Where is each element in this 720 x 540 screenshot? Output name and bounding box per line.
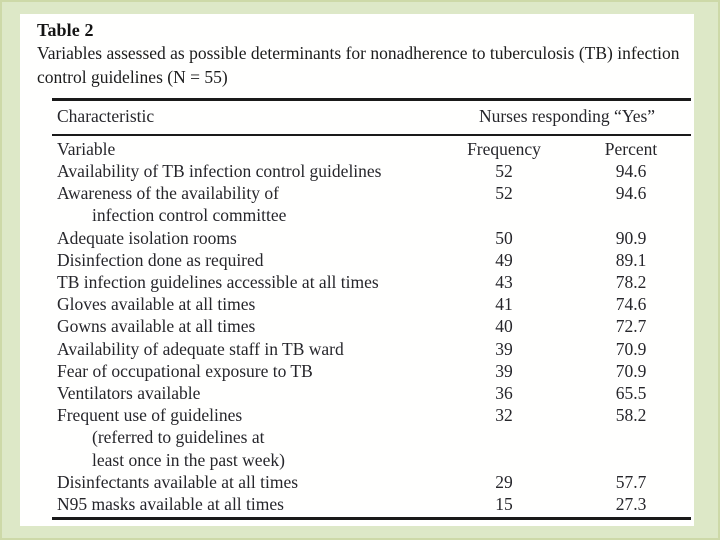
percent-cell: 94.6 bbox=[615, 183, 647, 204]
percent-cell: 70.9 bbox=[615, 360, 647, 381]
percent-cell: 89.1 bbox=[615, 249, 647, 270]
table-row: Adequate isolation rooms 50 90.9 bbox=[52, 227, 691, 249]
percent-cell: 65.5 bbox=[615, 383, 647, 404]
characteristic-cell: Frequent use of guidelines (referred to … bbox=[52, 404, 449, 471]
table-row: Disinfection done as required 49 89.1 bbox=[52, 249, 691, 271]
percent-cell: 57.7 bbox=[615, 471, 647, 492]
table-row: TB infection guidelines accessible at al… bbox=[52, 271, 691, 293]
frequency-cell: 15 bbox=[495, 494, 513, 515]
characteristic-cell: TB infection guidelines accessible at al… bbox=[57, 272, 379, 293]
characteristic-cell: N95 masks available at all times bbox=[57, 494, 284, 515]
frequency-cell: 49 bbox=[495, 249, 513, 270]
frequency-cell: 39 bbox=[495, 338, 513, 359]
frequency-cell: 40 bbox=[495, 316, 513, 337]
characteristic-cell: Fear of occupational exposure to TB bbox=[57, 360, 313, 381]
percent-cell: 58.2 bbox=[615, 405, 647, 426]
table-subheader-row: Variable Frequency Percent bbox=[52, 136, 691, 160]
percent-cell: 74.6 bbox=[615, 294, 647, 315]
table-row: Availability of adequate staff in TB war… bbox=[52, 338, 691, 360]
paper-sheet: Table 2 Variables assessed as possible d… bbox=[20, 14, 694, 526]
table-row: Fear of occupational exposure to TB 39 7… bbox=[52, 360, 691, 382]
frequency-cell: 39 bbox=[495, 360, 513, 381]
characteristic-continuation: least once in the past week) bbox=[92, 449, 285, 470]
table-container: Table 2 Variables assessed as possible d… bbox=[20, 14, 694, 521]
frequency-cell: 52 bbox=[495, 161, 513, 181]
characteristic-cell: Availability of adequate staff in TB war… bbox=[57, 338, 344, 359]
table-row: Availability of TB infection control gui… bbox=[52, 160, 691, 182]
frequency-cell: 32 bbox=[495, 405, 513, 426]
percent-cell: 90.9 bbox=[615, 227, 647, 248]
characteristic-text: Awareness of the availability of bbox=[57, 183, 279, 204]
percent-cell: 94.6 bbox=[615, 161, 647, 181]
table-row: Ventilators available 36 65.5 bbox=[52, 382, 691, 404]
column-header-variable: Variable bbox=[57, 139, 116, 159]
column-group-header: Nurses responding “Yes” bbox=[478, 106, 656, 126]
data-table: Characteristic Nurses responding “Yes” V… bbox=[52, 98, 691, 521]
characteristic-cell: Awareness of the availability of infecti… bbox=[52, 182, 449, 226]
characteristic-continuation: infection control committee bbox=[92, 205, 287, 226]
table-row: Gowns available at all times 40 72.7 bbox=[52, 315, 691, 337]
characteristic-cell: Disinfectants available at all times bbox=[57, 471, 299, 492]
characteristic-cell: Adequate isolation rooms bbox=[57, 227, 237, 248]
frequency-cell: 29 bbox=[495, 471, 513, 492]
table-row: N95 masks available at all times 15 27.3 bbox=[52, 493, 691, 515]
percent-cell: 78.2 bbox=[615, 272, 647, 293]
characteristic-cell: Availability of TB infection control gui… bbox=[57, 161, 382, 181]
table-row: Gloves available at all times 41 74.6 bbox=[52, 293, 691, 315]
table-header-row: Characteristic Nurses responding “Yes” bbox=[52, 101, 691, 136]
frequency-cell: 36 bbox=[495, 383, 513, 404]
characteristic-cell: Gloves available at all times bbox=[57, 294, 256, 315]
characteristic-cell: Ventilators available bbox=[57, 383, 201, 404]
characteristic-text: Frequent use of guidelines bbox=[57, 405, 243, 426]
frequency-cell: 50 bbox=[495, 227, 513, 248]
characteristic-cell: Gowns available at all times bbox=[57, 316, 256, 337]
table-row: Disinfectants available at all times 29 … bbox=[52, 471, 691, 493]
characteristic-cell: Disinfection done as required bbox=[57, 249, 264, 270]
column-header-percent: Percent bbox=[604, 139, 658, 159]
table-row: Awareness of the availability of infecti… bbox=[52, 182, 691, 226]
percent-cell: 70.9 bbox=[615, 338, 647, 359]
table-row: Frequent use of guidelines (referred to … bbox=[52, 404, 691, 471]
column-header-frequency: Frequency bbox=[467, 139, 541, 159]
frequency-cell: 52 bbox=[495, 183, 513, 204]
frequency-cell: 43 bbox=[495, 272, 513, 293]
frequency-cell: 41 bbox=[495, 294, 513, 315]
column-header-characteristic: Characteristic bbox=[57, 106, 155, 126]
percent-cell: 27.3 bbox=[615, 494, 647, 515]
percent-cell: 72.7 bbox=[615, 316, 647, 337]
table-caption: Variables assessed as possible determina… bbox=[37, 43, 680, 87]
table-body: Availability of TB infection control gui… bbox=[52, 160, 691, 517]
table-label: Table 2 bbox=[37, 20, 94, 40]
characteristic-continuation: (referred to guidelines at bbox=[92, 427, 265, 448]
